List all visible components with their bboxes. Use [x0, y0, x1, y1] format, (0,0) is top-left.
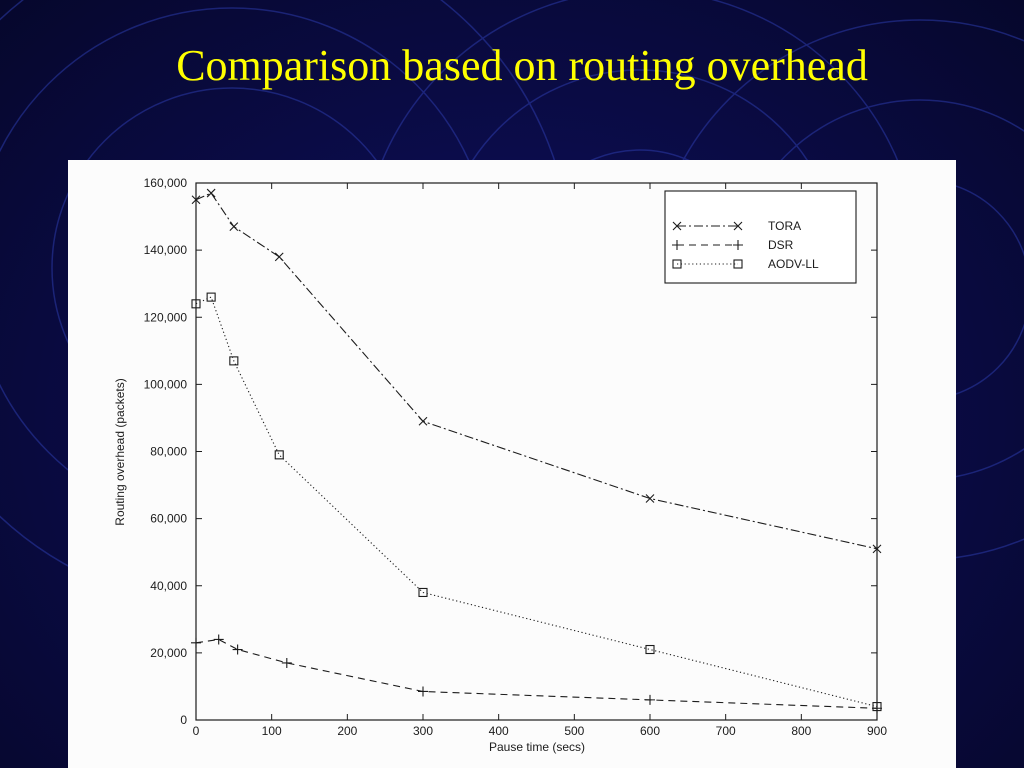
tora-point: [645, 494, 655, 503]
x-tick-label: 700: [716, 724, 736, 738]
dsr-point: [232, 644, 243, 655]
legend-entry-tora: TORA: [672, 219, 801, 233]
dsr-point: [418, 686, 428, 697]
tora-point: [229, 222, 239, 232]
dsr-point: [213, 634, 224, 645]
x-tick-label: 900: [867, 724, 887, 738]
y-tick-label: 20,000: [150, 646, 187, 660]
legend-label: TORA: [768, 219, 801, 233]
x-axis-title: Pause time (secs): [489, 740, 585, 754]
dsr-point: [872, 703, 882, 714]
aodv-ll-point: [274, 450, 284, 460]
dsr-point: [191, 637, 201, 648]
legend-label: AODV-LL: [768, 257, 819, 271]
aodv-ll-point: [645, 644, 655, 655]
legend-marker: [672, 259, 682, 269]
y-tick-label: 140,000: [144, 243, 188, 257]
legend-marker: [672, 221, 682, 231]
x-tick-label: 600: [640, 724, 660, 738]
aodv-ll-point: [418, 587, 428, 598]
y-tick-label: 120,000: [144, 310, 188, 324]
x-tick-label: 400: [489, 724, 509, 738]
legend-entry-dsr: DSR: [672, 238, 794, 252]
y-tick-label: 100,000: [144, 377, 188, 391]
dsr-point: [645, 694, 655, 705]
legend-entry-aodv-ll: AODV-LL: [672, 257, 819, 271]
x-tick-label: 500: [564, 724, 584, 738]
dsr-point: [281, 657, 292, 668]
y-tick-label: 160,000: [144, 176, 188, 190]
dsr-series: [191, 634, 882, 714]
tora-point: [872, 544, 882, 554]
tora-point: [191, 195, 201, 205]
aodv-ll-series: [191, 292, 882, 712]
y-tick-label: 80,000: [150, 445, 187, 459]
aodv-ll-point: [229, 356, 239, 366]
legend-box: [664, 190, 857, 284]
tora-series: [191, 188, 882, 554]
tora-point: [274, 252, 284, 262]
y-tick-label: 40,000: [150, 579, 187, 593]
y-tick-label: 60,000: [150, 512, 187, 526]
legend-marker: [733, 259, 743, 269]
tora-point: [418, 416, 428, 426]
tora-point: [206, 188, 216, 198]
legend-marker: [733, 221, 743, 231]
legend-label: DSR: [768, 238, 794, 252]
x-tick-label: 100: [262, 724, 282, 738]
legend: TORA DSR AODV-LL: [664, 190, 857, 284]
axes: 0 20,000 40,000 60,000 80,000 100,000 120,000 1…: [144, 176, 888, 738]
series: [191, 188, 882, 714]
y-axis-title: Routing overhead (packets): [113, 378, 127, 525]
aodv-ll-line: [195, 296, 878, 708]
dsr-line: [195, 638, 878, 709]
y-tick-label: 0: [180, 713, 187, 727]
aodv-ll-point: [872, 702, 882, 712]
x-tick-label: 800: [791, 724, 811, 738]
aodv-ll-point: [191, 299, 201, 309]
legend-marker: [733, 240, 743, 250]
x-tick-label: 200: [337, 724, 357, 738]
legend-marker: [672, 240, 682, 250]
slide-title: Comparison based on routing overhead: [176, 41, 868, 90]
x-tick-label: 300: [413, 724, 433, 738]
x-tick-label: 0: [193, 724, 200, 738]
aodv-ll-point: [206, 292, 216, 302]
